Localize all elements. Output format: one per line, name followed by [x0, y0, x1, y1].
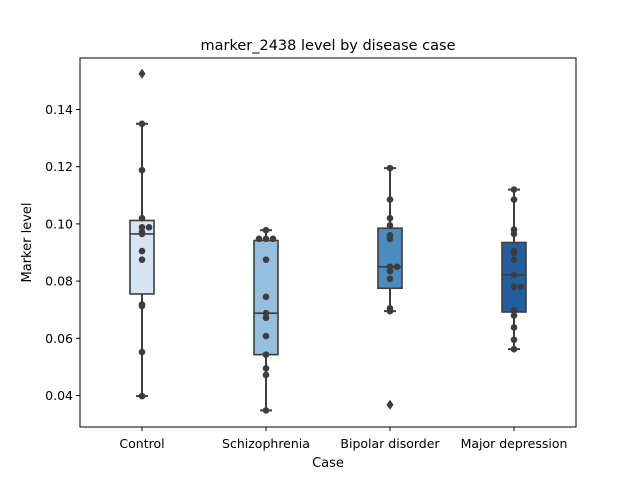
data-point	[510, 196, 518, 203]
y-tick-label: 0.10	[45, 216, 73, 231]
data-point	[386, 307, 394, 315]
y-axis-label: Marker level	[20, 203, 35, 283]
data-point	[510, 345, 518, 353]
data-point	[510, 324, 518, 331]
chart-title: marker_2438 level by disease case	[201, 38, 456, 54]
data-point	[510, 312, 518, 319]
data-point	[262, 371, 270, 379]
data-point	[262, 235, 270, 243]
data-point	[262, 256, 270, 263]
data-point	[386, 164, 394, 172]
data-point	[138, 214, 146, 222]
data-point	[138, 256, 146, 263]
data-point	[262, 365, 270, 372]
data-point	[510, 186, 518, 193]
plot-frame	[79, 57, 577, 428]
data-point	[510, 256, 518, 263]
outlier-marker	[386, 399, 394, 410]
data-point	[386, 235, 394, 243]
box-group	[129, 68, 155, 400]
data-point	[262, 407, 270, 414]
data-point	[262, 314, 270, 322]
data-point	[510, 306, 518, 314]
data-point	[262, 351, 270, 358]
data-point	[393, 263, 401, 271]
data-point	[386, 196, 394, 203]
data-point	[145, 224, 153, 231]
data-point	[138, 392, 146, 400]
data-point	[138, 166, 146, 174]
data-point	[510, 249, 518, 257]
data-point	[386, 275, 394, 283]
x-axis: Control Schizophrenia Bipolar disorder Majo…	[119, 427, 567, 451]
data-point	[138, 348, 146, 356]
data-point	[255, 235, 263, 243]
data-point	[138, 302, 146, 310]
x-tick-label: Major depression	[461, 436, 568, 451]
data-point	[262, 226, 270, 234]
x-axis-label: Case	[312, 456, 344, 471]
x-tick-label: Bipolar disorder	[340, 436, 440, 451]
y-tick-label: 0.12	[45, 159, 73, 174]
box-group	[501, 186, 527, 353]
data-point	[262, 332, 270, 340]
data-point	[138, 230, 146, 238]
data-point	[138, 224, 146, 231]
data-point	[517, 283, 525, 291]
y-tick-label: 0.14	[45, 102, 73, 117]
data-point	[510, 271, 518, 279]
box-group	[377, 164, 403, 410]
data-point	[269, 235, 277, 243]
x-tick-label: Schizophrenia	[222, 436, 310, 451]
box-group	[253, 226, 279, 414]
data-point	[386, 222, 394, 229]
outlier-marker	[138, 68, 146, 79]
y-tick-label: 0.04	[45, 388, 73, 403]
data-point	[510, 283, 518, 291]
y-tick-label: 0.06	[45, 331, 73, 346]
data-point	[138, 247, 146, 255]
data-point	[386, 267, 394, 275]
plot-area	[129, 68, 527, 414]
data-point	[262, 309, 270, 317]
x-tick-label: Control	[119, 436, 164, 451]
data-point	[510, 336, 518, 344]
y-tick-label: 0.08	[45, 274, 73, 289]
y-axis: 0.04 0.06 0.08 0.10 0.12 0.14	[45, 102, 80, 403]
data-point	[138, 120, 146, 128]
data-point	[386, 214, 394, 222]
data-point	[510, 230, 518, 238]
data-point	[262, 293, 270, 301]
